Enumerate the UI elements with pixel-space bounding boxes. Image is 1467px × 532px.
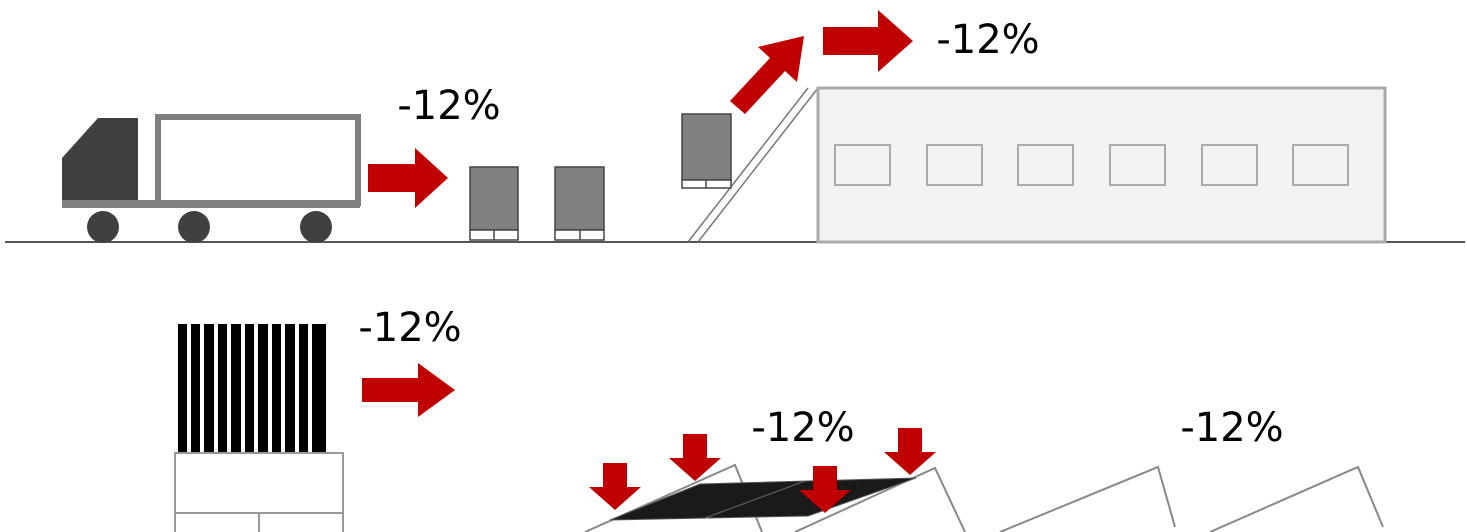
building <box>816 86 1387 244</box>
arrow <box>368 148 448 208</box>
label: -12% <box>1180 405 1283 451</box>
label: -12% <box>936 17 1039 63</box>
arrow <box>823 10 913 72</box>
panel-stack <box>174 324 344 532</box>
arrow <box>362 363 455 417</box>
package <box>469 166 605 241</box>
label: -12% <box>751 405 854 451</box>
package <box>681 113 732 189</box>
panel-seam <box>704 480 806 519</box>
label: -12% <box>397 83 500 129</box>
label: -12% <box>358 305 461 351</box>
arrow-down <box>589 428 936 513</box>
ramp <box>687 87 819 243</box>
truck <box>62 114 361 243</box>
arrow <box>730 36 804 114</box>
solar-panel <box>609 477 917 521</box>
